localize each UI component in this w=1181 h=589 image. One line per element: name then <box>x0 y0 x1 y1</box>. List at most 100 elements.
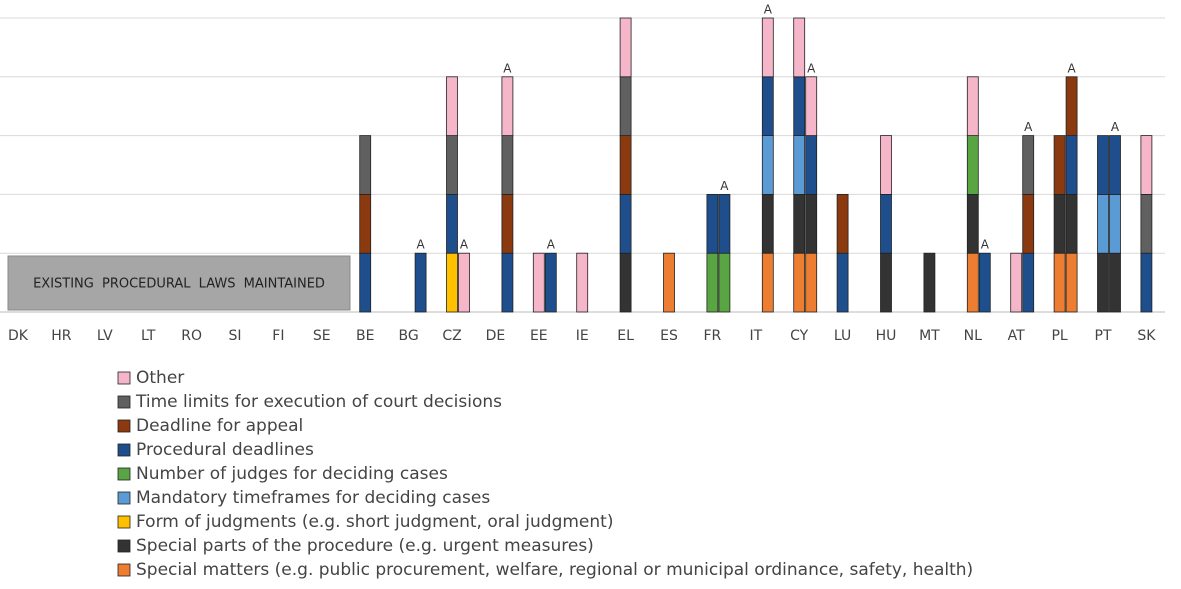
bar-segment <box>359 193 372 254</box>
annotation: A <box>1024 120 1033 134</box>
bar-segment <box>966 76 979 137</box>
bar-segment <box>1065 76 1078 137</box>
x-tick-label: NL <box>964 328 982 344</box>
x-tick-label: LU <box>834 328 851 344</box>
bar-segment <box>576 252 589 313</box>
x-tick-label: FR <box>704 328 722 344</box>
bar-segment <box>619 76 632 137</box>
bar-segment <box>619 17 632 78</box>
bar-segment <box>706 193 719 254</box>
legend-label: Number of judges for deciding cases <box>136 464 448 484</box>
legend-swatch <box>117 371 131 385</box>
bar-segment <box>836 193 849 254</box>
legend-swatch <box>117 419 131 433</box>
bar-segment <box>761 135 774 195</box>
bar-segment <box>923 252 936 313</box>
bar-segment <box>966 135 979 195</box>
x-tick-label: LV <box>97 328 113 344</box>
annotation: A <box>720 179 729 193</box>
legend-swatch <box>117 563 131 577</box>
bar-segment <box>836 252 849 313</box>
x-tick-label: CZ <box>442 328 461 344</box>
bar-segment <box>501 135 514 195</box>
bar-segment <box>532 252 545 313</box>
bar-segment <box>880 135 892 195</box>
bar-segment <box>1022 193 1035 254</box>
bar-segment <box>761 76 774 137</box>
x-tick-label: HU <box>876 328 897 344</box>
x-tick-label: EL <box>617 328 634 344</box>
x-tick-label: BG <box>398 328 418 344</box>
x-tick-label: AT <box>1008 328 1025 344</box>
bar-segment <box>966 252 979 313</box>
bar-segment <box>793 193 806 254</box>
bar-segment <box>1022 135 1035 195</box>
bar-segment <box>718 252 731 313</box>
bar-segment <box>805 252 818 313</box>
bar-segment <box>805 193 818 254</box>
annotation: A <box>764 3 773 17</box>
annotation: A <box>1067 61 1076 75</box>
legend-label: Mandatory timeframes for deciding cases <box>136 488 490 508</box>
bar-segment <box>446 76 458 137</box>
bar-segment <box>1053 252 1066 313</box>
bar-segment <box>1140 252 1153 313</box>
bar-segment <box>414 252 427 313</box>
x-tick-label: CY <box>790 328 809 344</box>
legend-swatch <box>117 491 131 505</box>
x-tick-label: PT <box>1095 328 1112 344</box>
bar-segment <box>359 252 372 313</box>
legend-swatch <box>117 515 131 529</box>
bar-segment <box>446 252 458 313</box>
x-tick-label: PL <box>1051 328 1067 344</box>
legend-swatch <box>117 539 131 553</box>
annotation: A <box>1111 120 1120 134</box>
bar-segment <box>663 252 675 313</box>
legend-label: Deadline for appeal <box>136 416 303 436</box>
maintained-box <box>7 255 351 311</box>
bar-segment <box>793 17 806 78</box>
bar-segment <box>1053 193 1066 254</box>
annotation: A <box>460 238 469 252</box>
legend-label: Special matters (e.g. public procurement… <box>136 560 973 580</box>
bar-segment <box>706 252 719 313</box>
legend-label: Time limits for execution of court decis… <box>135 392 502 412</box>
legend-label: Form of judgments (e.g. short judgment, … <box>136 512 613 532</box>
bar-segment <box>805 135 818 195</box>
bar-segment <box>793 76 806 137</box>
bar-segment <box>1140 193 1153 254</box>
legend-label: Other <box>136 368 184 388</box>
x-tick-label: SK <box>1137 328 1156 344</box>
x-tick-label: LT <box>141 328 156 344</box>
annotation: A <box>416 238 425 252</box>
bar-segment <box>458 252 470 313</box>
x-tick-label: EE <box>530 328 548 344</box>
bar-segment <box>880 193 892 254</box>
x-tick-label: HR <box>51 328 72 344</box>
legend-label: Procedural deadlines <box>136 440 314 460</box>
bar-segment <box>619 193 632 254</box>
bar-segment <box>718 193 731 254</box>
bar-segment <box>761 193 774 254</box>
bar-segment <box>1109 135 1121 195</box>
bar-segment <box>1022 252 1035 313</box>
bar-segment <box>1065 252 1078 313</box>
bar-segment <box>501 252 514 313</box>
bar-segment <box>978 252 991 313</box>
x-tick-label: BE <box>356 328 374 344</box>
bar-segment <box>1065 193 1078 254</box>
bar-segment <box>1109 252 1121 313</box>
bar-segment <box>761 17 774 78</box>
bar-segment <box>880 252 892 313</box>
x-tick-label: FI <box>272 328 284 344</box>
bar-segment <box>1053 135 1066 195</box>
bar-segment <box>966 193 979 254</box>
x-tick-label: ES <box>660 328 678 344</box>
bar-segment <box>544 252 557 313</box>
legend-swatch <box>117 467 131 481</box>
bar-segment <box>1065 135 1078 195</box>
bar-segment <box>793 252 806 313</box>
x-tick-label: RO <box>181 328 202 344</box>
